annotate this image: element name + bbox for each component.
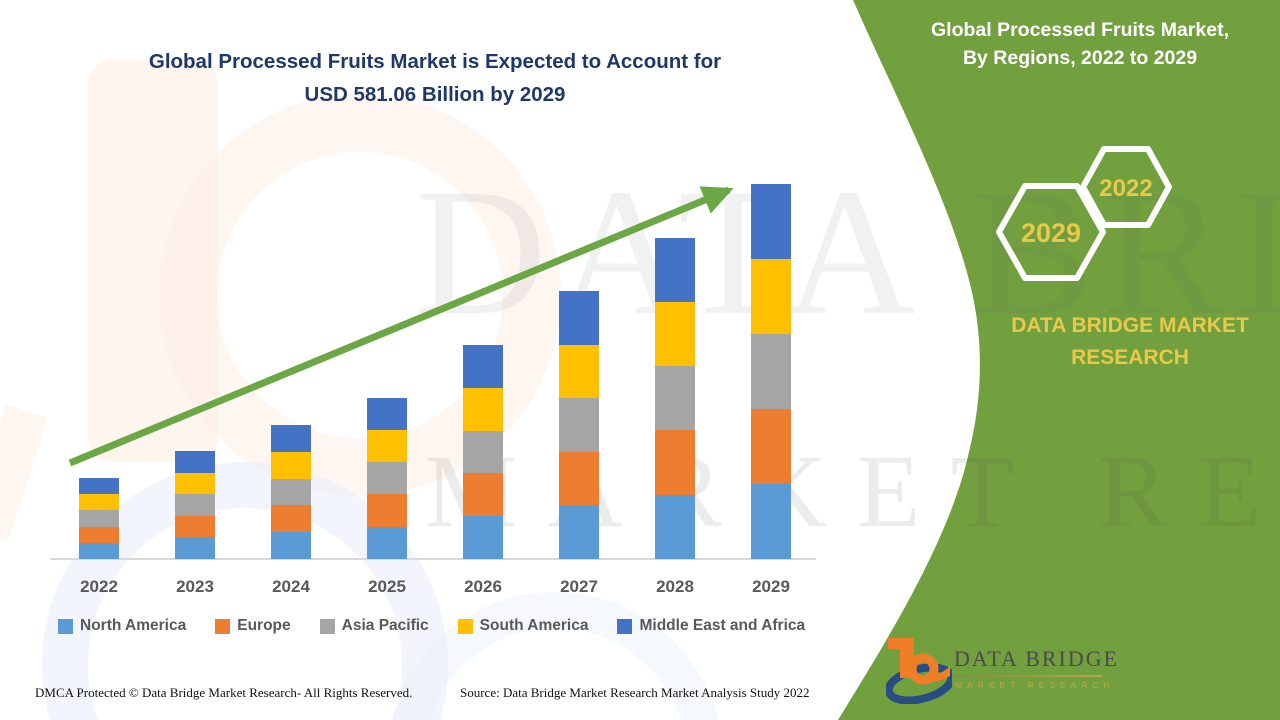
- legend-swatch: [457, 618, 473, 634]
- segment-2023-middle-east-and-africa: [175, 451, 215, 473]
- segment-2024-europe: [271, 505, 311, 533]
- segment-2023-europe: [175, 515, 215, 538]
- segment-2026-middle-east-and-africa: [463, 345, 503, 388]
- footer-source: Source: Data Bridge Market Research Mark…: [460, 685, 810, 700]
- segment-2026-europe: [463, 473, 503, 517]
- x-tick-2027: 2027: [560, 577, 598, 596]
- segment-2029-asia-pacific: [751, 333, 791, 409]
- segment-2028-north-america: [655, 494, 695, 559]
- segment-2027-middle-east-and-africa: [559, 291, 599, 345]
- segment-2025-north-america: [367, 526, 407, 559]
- x-tick-2029: 2029: [752, 577, 790, 596]
- main-title-line1: Global Processed Fruits Market is Expect…: [148, 50, 722, 73]
- x-tick-2024: 2024: [272, 577, 310, 596]
- x-tick-2026: 2026: [464, 577, 502, 596]
- bar-2029: [751, 183, 791, 559]
- dbmr-logo-subtext: MARKET RESEARCH: [955, 680, 1115, 690]
- segment-2022-south-america: [79, 494, 119, 511]
- segment-2025-asia-pacific: [367, 462, 407, 495]
- segment-2027-europe: [559, 451, 599, 506]
- legend-item-south-america: South America: [457, 617, 589, 635]
- legend-label: Europe: [237, 617, 291, 634]
- legend-swatch: [58, 618, 73, 634]
- dbmr-logo-rule: [954, 675, 1102, 677]
- segment-2026-asia-pacific: [463, 430, 503, 474]
- segment-2029-middle-east-and-africa: [751, 183, 791, 259]
- x-tick-2028: 2028: [656, 577, 694, 596]
- legend: North America Europe Asia Pacific South Ame…: [58, 617, 805, 635]
- segment-2028-south-america: [655, 301, 695, 367]
- x-tick-2022: 2022: [80, 577, 118, 596]
- segment-2029-south-america: [751, 258, 791, 334]
- legend-label: Middle East and Africa: [639, 617, 806, 634]
- segment-2027-south-america: [559, 344, 599, 399]
- legend-swatch: [319, 618, 335, 634]
- bar-2024: [271, 425, 311, 559]
- dbmr-logo: DATA BRIDGE MARKET RESEARCH: [886, 630, 1126, 710]
- segment-2028-middle-east-and-africa: [655, 237, 695, 302]
- bar-2025: [367, 397, 407, 559]
- segment-2023-south-america: [175, 472, 215, 495]
- bar-2022: [79, 477, 119, 559]
- segment-2027-north-america: [559, 505, 599, 559]
- dbmr-logo-name: DATA BRIDGE: [954, 646, 1120, 671]
- legend-item-middle-east-and-africa: Middle East and Africa: [617, 617, 805, 635]
- x-tick-2023: 2023: [176, 577, 214, 596]
- legend-label: South America: [479, 617, 589, 634]
- bar-2023: [175, 451, 215, 559]
- segment-2022-middle-east-and-africa: [79, 477, 119, 495]
- bar-2028: [655, 237, 695, 559]
- segment-2029-europe: [751, 408, 791, 484]
- bar-2026: [463, 345, 503, 559]
- segment-2027-asia-pacific: [559, 398, 599, 452]
- segment-2022-north-america: [79, 542, 119, 559]
- segment-2026-south-america: [463, 387, 503, 431]
- segment-2022-asia-pacific: [79, 510, 119, 527]
- segment-2022-europe: [79, 526, 119, 543]
- segment-2029-north-america: [751, 483, 791, 559]
- legend-swatch: [617, 618, 633, 634]
- segment-2024-middle-east-and-africa: [271, 425, 311, 452]
- segment-2026-north-america: [463, 516, 503, 559]
- segment-2024-asia-pacific: [271, 478, 311, 506]
- segment-2025-middle-east-and-africa: [367, 397, 407, 430]
- segment-2025-south-america: [367, 429, 407, 463]
- bar-2027: [559, 291, 599, 559]
- x-axis-line: [50, 558, 816, 560]
- legend-label: North America: [80, 617, 187, 634]
- segment-2025-europe: [367, 494, 407, 527]
- segment-2028-asia-pacific: [655, 366, 695, 431]
- segment-2023-asia-pacific: [175, 494, 215, 516]
- segment-2023-north-america: [175, 537, 215, 559]
- segment-2028-europe: [655, 430, 695, 495]
- segment-2024-north-america: [271, 532, 311, 559]
- legend-swatch: [215, 618, 231, 634]
- legend-item-north-america: North America: [58, 617, 186, 635]
- dbmr-logo-mark: [886, 638, 952, 704]
- legend-item-europe: Europe: [215, 617, 291, 635]
- legend-label: Asia Pacific: [341, 617, 429, 634]
- segment-2024-south-america: [271, 451, 311, 479]
- legend-item-asia-pacific: Asia Pacific: [319, 617, 429, 635]
- x-tick-2025: 2025: [368, 577, 406, 596]
- footer-dmca: DMCA Protected © Data Bridge Market Rese…: [35, 685, 413, 700]
